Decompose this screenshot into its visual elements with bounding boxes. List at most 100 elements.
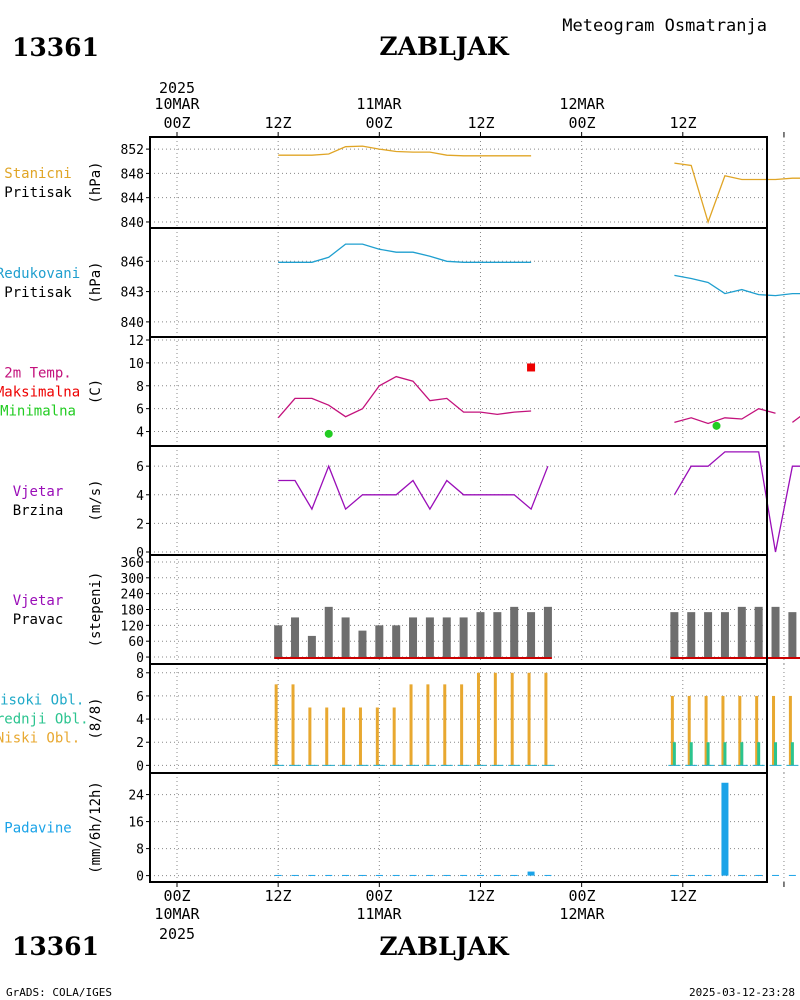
- cloud-bar: [721, 695, 725, 766]
- bottom-hour-label-1: 00Z: [163, 887, 190, 905]
- panel-1-line-segment-0: [278, 243, 532, 263]
- panel-0-label-line-1: Pritisak: [4, 185, 72, 201]
- panel-0-frame: [149, 136, 768, 229]
- wind-direction-bar: [788, 612, 797, 658]
- panel-3-frame: [149, 445, 768, 556]
- wind-direction-bar: [543, 606, 552, 658]
- precipitation-bar: [409, 874, 417, 876]
- panel-6-ytick-label: 8: [136, 843, 144, 858]
- panel-1-ytick-label: 840: [121, 316, 144, 331]
- cloud-bar: [493, 672, 497, 766]
- panel-3-ytick-label: 2: [136, 517, 144, 532]
- wind-direction-bar: [375, 625, 384, 658]
- cloud-bar: [358, 707, 362, 766]
- panel-2-ytick-label: 12: [128, 334, 144, 349]
- panel-1-unit: (hPa): [88, 261, 104, 303]
- station-name-bottom: ZABLJAK: [379, 932, 510, 961]
- cloud-bar: [274, 684, 278, 766]
- wind-direction-bar: [670, 612, 679, 658]
- panel-6-ytick-label: 24: [128, 789, 144, 804]
- cloud-bar: [723, 742, 727, 766]
- panel-2-ytick-label: 6: [136, 403, 144, 418]
- cloud-bar: [772, 695, 776, 766]
- panel-6-ytick-label: 0: [136, 870, 144, 885]
- panel-6-frame: [149, 772, 768, 883]
- panel-0-ytick-label: 848: [121, 167, 144, 182]
- wind-direction-bar: [720, 612, 729, 658]
- top-day-label-1: 10MAR: [154, 95, 200, 113]
- panel-4-unit: (stepeni): [88, 572, 104, 648]
- precipitation-bar: [358, 874, 366, 876]
- wind-direction-bar: [754, 606, 763, 658]
- panel-5-label-line-1: Srednji Obl.: [0, 712, 89, 728]
- panel-2-label-line-0: 2m Temp.: [4, 366, 71, 382]
- wind-direction-bar: [358, 630, 367, 658]
- wind-direction-bar: [771, 606, 780, 658]
- cloud-bar: [510, 672, 514, 766]
- cloud-bar: [527, 672, 531, 766]
- wind-direction-bar: [493, 612, 502, 658]
- bottom-hour-label-4: 12Z: [467, 887, 494, 905]
- cloud-bar: [687, 695, 691, 766]
- station-id-bottom: 13361: [12, 932, 99, 961]
- panel-5-unit: (8/8): [88, 697, 104, 739]
- top-hour-label-2: 12Z: [264, 114, 291, 132]
- panel-5-label-line-2: Niski Obl.: [0, 731, 80, 747]
- cloud-bar: [706, 742, 710, 766]
- panel-4-ytick-label: 300: [121, 572, 144, 587]
- cloud-bar: [544, 672, 548, 766]
- cloud-bar: [476, 672, 480, 766]
- bottom-day-label-2: 11MAR: [356, 905, 402, 923]
- cloud-bar: [325, 707, 329, 766]
- panel-0-unit: (hPa): [88, 161, 104, 203]
- cloud-bar: [738, 695, 742, 766]
- wind-direction-bar: [459, 617, 468, 658]
- cloud-bar: [790, 742, 794, 766]
- wind-direction-bar: [476, 612, 485, 658]
- panel-5-ytick-label: 0: [136, 759, 144, 774]
- panel-1-ytick-label: 846: [121, 255, 144, 270]
- panel-1-ytick-label: 843: [121, 286, 144, 301]
- panel-0-ytick-label: 840: [121, 216, 144, 231]
- panel-3-line-segment-0: [278, 464, 549, 511]
- wind-direction-bar: [392, 625, 401, 658]
- panel-2-line-segment-0: [277, 375, 532, 419]
- cloud-bar: [460, 684, 464, 766]
- top-hour-label-3: 00Z: [365, 114, 392, 132]
- wind-direction-bar: [737, 606, 746, 658]
- precipitation-bar: [392, 874, 400, 876]
- panels-group: 840844848852(hPa)StanicniPritisak8408438…: [0, 132, 800, 887]
- panel-1-line-segment-1: [674, 274, 800, 297]
- bottom-hour-label-5: 00Z: [568, 887, 595, 905]
- top-hour-label-4: 12Z: [467, 114, 494, 132]
- panel-0-label-line-0: Stanicni: [4, 166, 71, 182]
- cloud-bar: [755, 695, 759, 766]
- precipitation-bar: [476, 874, 484, 876]
- cloud-bar: [308, 707, 312, 766]
- precipitation-bar: [308, 874, 316, 876]
- precipitation-bar: [687, 874, 695, 876]
- precipitation-bar: [788, 874, 796, 876]
- wind-direction-bar: [307, 635, 316, 658]
- cloud-bar: [704, 695, 708, 766]
- wind-direction-bar: [687, 612, 696, 658]
- precipitation-bar: [426, 874, 434, 876]
- footer-credit: GrADS: COLA/IGES: [6, 986, 112, 999]
- panel-2-label-line-2: Minimalna: [0, 404, 76, 420]
- top-day-label-3: 12MAR: [559, 95, 605, 113]
- panel-3-ytick-label: 4: [136, 489, 144, 504]
- panel-4-ytick-label: 120: [121, 619, 144, 634]
- panel-5-ytick-label: 4: [136, 713, 144, 728]
- precipitation-bar: [443, 874, 451, 876]
- bottom-hour-label-6: 12Z: [669, 887, 696, 905]
- wind-direction-bar: [409, 617, 418, 658]
- panel-4-ytick-label: 240: [121, 588, 144, 603]
- wind-direction-bar: [324, 606, 333, 658]
- top-day-label-2: 11MAR: [356, 95, 402, 113]
- panel-2-label-line-1: Maksimalna: [0, 385, 80, 401]
- panel-4-ytick-label: 180: [121, 604, 144, 619]
- precipitation-bar: [291, 874, 299, 876]
- precipitation-bar: [544, 874, 552, 876]
- precipitation-bar: [460, 874, 468, 876]
